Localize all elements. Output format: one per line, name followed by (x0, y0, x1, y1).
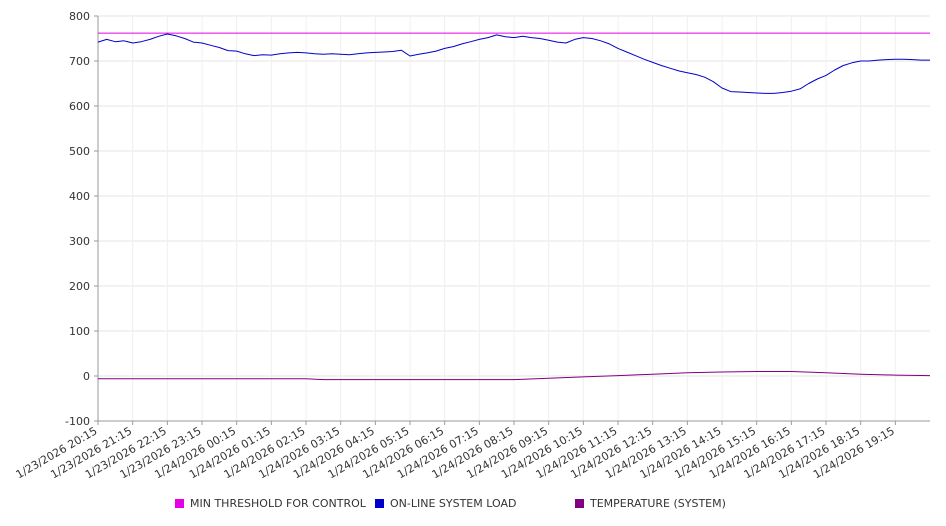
y-tick-label: 200 (69, 280, 90, 293)
y-tick-label: -100 (65, 415, 90, 428)
y-tick-label: 100 (69, 325, 90, 338)
y-tick-label: 600 (69, 100, 90, 113)
y-tick-label: 400 (69, 190, 90, 203)
legend-item: TEMPERATURE (SYSTEM) (575, 497, 726, 510)
legend-label: TEMPERATURE (SYSTEM) (590, 497, 726, 510)
legend-swatch (175, 499, 184, 508)
y-tick-label: 300 (69, 235, 90, 248)
y-tick-labels: 800 700 600 500 400 300 200 100 0 -100 (65, 10, 90, 428)
x-tick-labels: 1/23/2026 20:151/23/2026 21:151/23/2026 … (14, 424, 897, 481)
legend-label: ON-LINE SYSTEM LOAD (390, 497, 517, 510)
chart: 800 700 600 500 400 300 200 100 0 -100 1/23/2026 … (14, 10, 931, 481)
grid-lines (97, 15, 930, 422)
legend-item: ON-LINE SYSTEM LOAD (375, 497, 516, 510)
legend-swatch (375, 499, 384, 508)
legend-item: MIN THRESHOLD FOR CONTROL (175, 497, 366, 510)
series-line-temperature-system (98, 371, 931, 381)
legend-swatch (575, 499, 584, 508)
y-tick-label: 0 (83, 370, 90, 383)
series-lines (97, 32, 931, 381)
y-tick-label: 800 (69, 10, 90, 23)
y-tick-label: 500 (69, 145, 90, 158)
legend-label: MIN THRESHOLD FOR CONTROL (190, 497, 366, 510)
series-line-on-line-system-load (97, 33, 930, 94)
axes (94, 15, 930, 425)
legend: MIN THRESHOLD FOR CONTROL ON-LINE SYSTEM … (0, 497, 946, 515)
y-tick-label: 700 (69, 55, 90, 68)
